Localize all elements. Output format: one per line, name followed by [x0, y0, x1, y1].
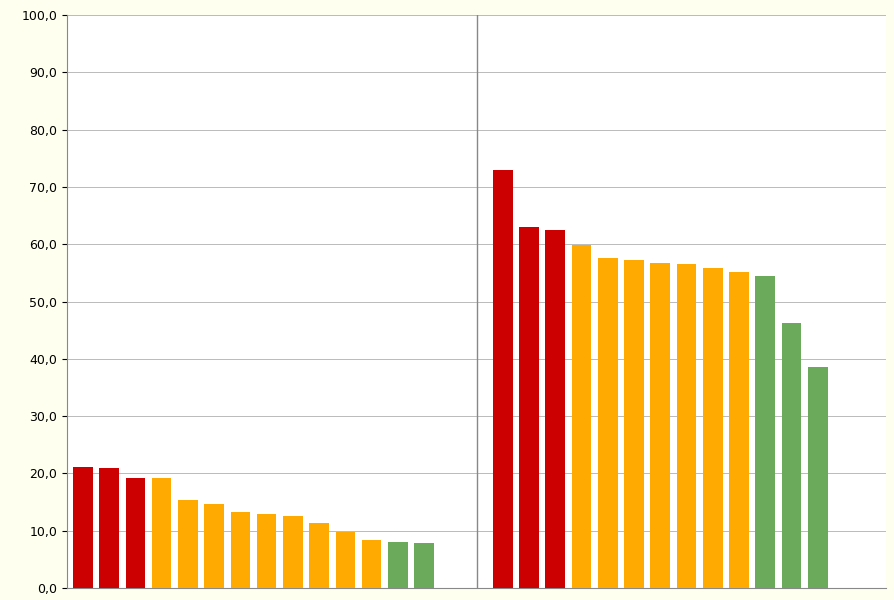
Bar [335, 532, 355, 588]
Bar [623, 260, 643, 588]
Bar [361, 540, 381, 588]
Bar [519, 227, 538, 588]
Bar [414, 543, 434, 588]
Bar [755, 276, 774, 588]
Bar [780, 323, 800, 588]
Bar [204, 504, 224, 588]
Bar [571, 245, 591, 588]
Bar [650, 263, 670, 588]
Bar [729, 272, 748, 588]
Bar [73, 467, 93, 588]
Bar [152, 478, 172, 588]
Bar [283, 516, 302, 588]
Bar [493, 170, 512, 588]
Bar [388, 542, 408, 588]
Bar [178, 500, 198, 588]
Bar [99, 467, 119, 588]
Bar [231, 512, 250, 588]
Bar [597, 258, 617, 588]
Bar [309, 523, 329, 588]
Bar [807, 367, 827, 588]
Bar [125, 478, 145, 588]
Bar [257, 514, 276, 588]
Bar [676, 263, 696, 588]
Bar [702, 268, 721, 588]
Bar [544, 230, 564, 588]
